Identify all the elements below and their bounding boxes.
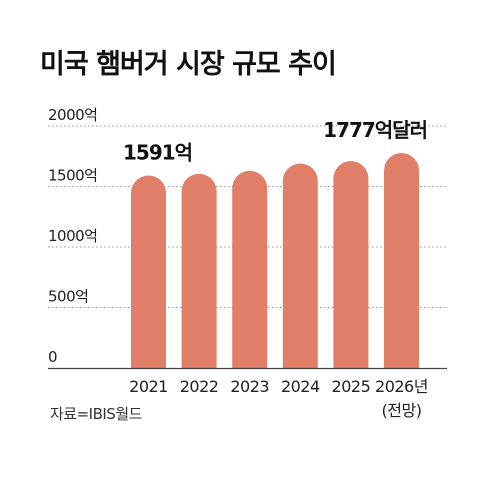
data-label: 1777억달러 <box>323 118 427 142</box>
data-label: 1591억 <box>123 140 192 164</box>
y-tick-label: 2000억 <box>48 106 97 124</box>
y-tick-label: 1500억 <box>48 167 97 185</box>
bar-2024 <box>282 163 318 368</box>
x-tick-label: 2025 <box>332 377 371 396</box>
bar-2025 <box>333 161 369 368</box>
bar-2023 <box>232 170 268 368</box>
x-tick-label: 2022 <box>180 377 219 396</box>
y-tick-label: 1000억 <box>48 227 97 245</box>
y-tick-label: 0 <box>48 348 57 366</box>
x-tick-label: 2026년 <box>375 377 428 396</box>
x-tick-sublabel: (전망) <box>382 401 422 420</box>
chart-title: 미국 햄버거 시장 규모 추이 <box>40 49 337 80</box>
bar-2021 <box>131 175 166 368</box>
x-tick-label: 2021 <box>129 377 168 396</box>
x-tick-label: 2024 <box>281 377 320 396</box>
y-tick-label: 500억 <box>48 288 88 306</box>
source-note: 자료=IBIS월드 <box>50 405 142 423</box>
bar-2026년 <box>384 152 419 368</box>
x-tick-label: 2023 <box>230 377 269 396</box>
bar-2022 <box>181 173 217 368</box>
